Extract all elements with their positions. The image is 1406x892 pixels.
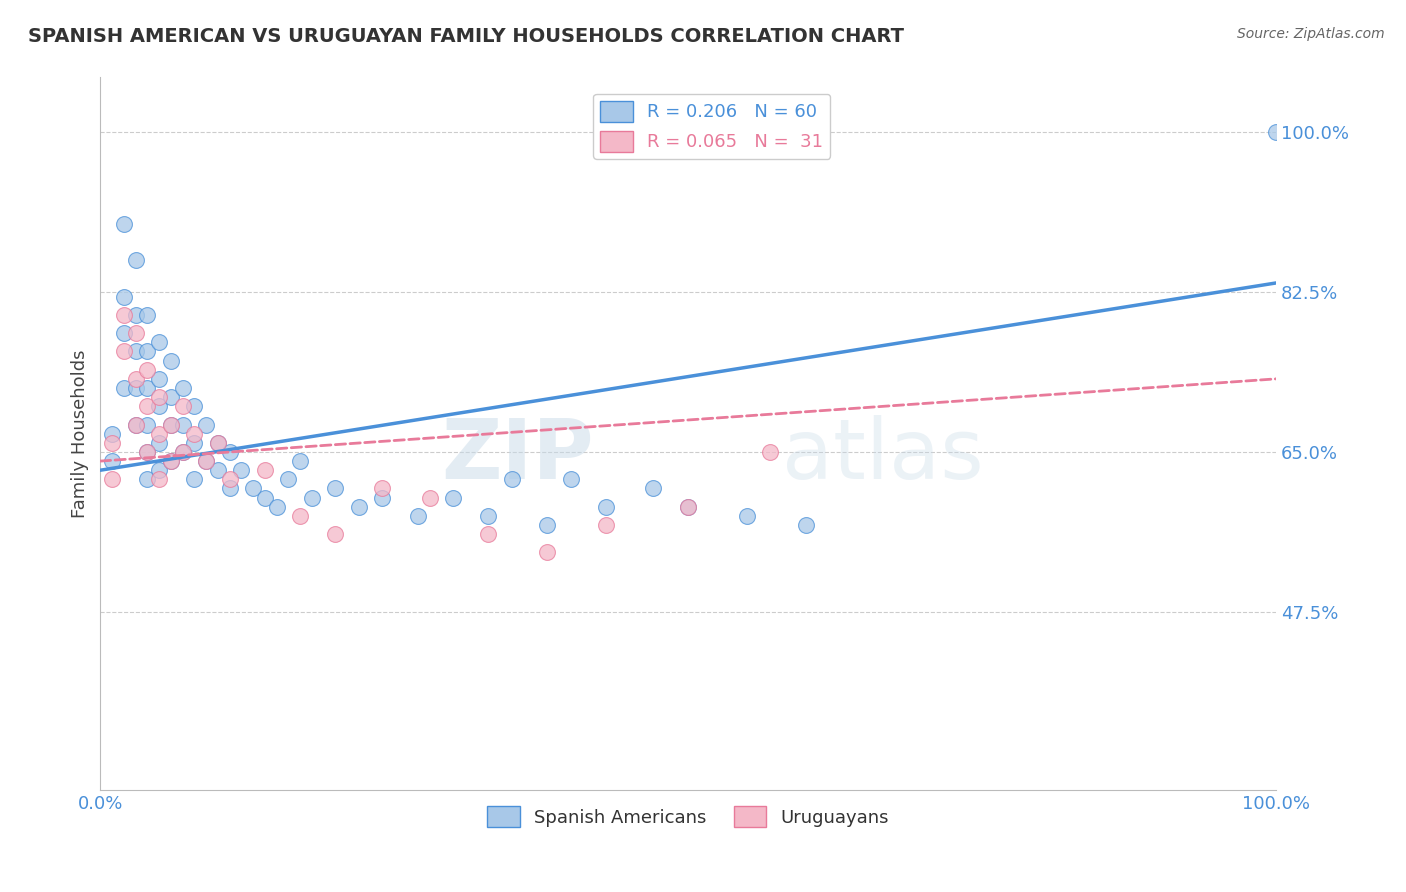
- Point: [124, 372, 146, 386]
- Point: [536, 545, 558, 559]
- Point: [124, 326, 146, 341]
- Text: ZIP: ZIP: [441, 415, 595, 496]
- Point: [207, 435, 229, 450]
- Point: [160, 417, 183, 432]
- Point: [477, 527, 499, 541]
- Point: [112, 381, 135, 395]
- Point: [183, 472, 205, 486]
- Point: [112, 326, 135, 341]
- Point: [136, 399, 159, 413]
- Point: [195, 454, 218, 468]
- Point: [124, 308, 146, 322]
- Point: [124, 344, 146, 359]
- Point: [136, 381, 159, 395]
- Point: [195, 454, 218, 468]
- Point: [253, 491, 276, 505]
- Point: [101, 454, 124, 468]
- Legend: Spanish Americans, Uruguayans: Spanish Americans, Uruguayans: [479, 799, 896, 834]
- Point: [160, 417, 183, 432]
- Point: [112, 308, 135, 322]
- Point: [595, 500, 617, 514]
- Point: [172, 445, 194, 459]
- Point: [136, 445, 159, 459]
- Point: [112, 217, 135, 231]
- Point: [290, 454, 312, 468]
- Y-axis label: Family Households: Family Households: [72, 350, 89, 518]
- Point: [290, 508, 312, 523]
- Point: [136, 472, 159, 486]
- Text: atlas: atlas: [782, 415, 984, 496]
- Text: Source: ZipAtlas.com: Source: ZipAtlas.com: [1237, 27, 1385, 41]
- Point: [136, 363, 159, 377]
- Point: [148, 463, 170, 477]
- Point: [101, 435, 124, 450]
- Point: [325, 527, 347, 541]
- Point: [676, 500, 699, 514]
- Point: [477, 508, 499, 523]
- Point: [794, 518, 817, 533]
- Point: [1265, 125, 1288, 139]
- Point: [266, 500, 288, 514]
- Point: [172, 381, 194, 395]
- Point: [148, 435, 170, 450]
- Point: [183, 399, 205, 413]
- Point: [136, 344, 159, 359]
- Point: [124, 381, 146, 395]
- Point: [148, 335, 170, 350]
- Point: [172, 417, 194, 432]
- Point: [160, 353, 183, 368]
- Point: [160, 454, 183, 468]
- Point: [172, 399, 194, 413]
- Point: [218, 482, 240, 496]
- Point: [418, 491, 440, 505]
- Point: [172, 445, 194, 459]
- Point: [183, 426, 205, 441]
- Point: [371, 491, 394, 505]
- Point: [124, 417, 146, 432]
- Point: [148, 399, 170, 413]
- Point: [148, 390, 170, 404]
- Point: [136, 417, 159, 432]
- Point: [301, 491, 323, 505]
- Point: [160, 390, 183, 404]
- Point: [124, 417, 146, 432]
- Point: [148, 372, 170, 386]
- Point: [759, 445, 782, 459]
- Point: [253, 463, 276, 477]
- Point: [136, 445, 159, 459]
- Point: [112, 290, 135, 304]
- Point: [406, 508, 429, 523]
- Point: [112, 344, 135, 359]
- Point: [277, 472, 299, 486]
- Point: [160, 454, 183, 468]
- Point: [101, 426, 124, 441]
- Point: [641, 482, 664, 496]
- Point: [441, 491, 464, 505]
- Point: [560, 472, 582, 486]
- Point: [218, 472, 240, 486]
- Point: [218, 445, 240, 459]
- Point: [676, 500, 699, 514]
- Point: [371, 482, 394, 496]
- Point: [347, 500, 370, 514]
- Point: [148, 472, 170, 486]
- Point: [207, 435, 229, 450]
- Point: [231, 463, 253, 477]
- Point: [101, 472, 124, 486]
- Point: [325, 482, 347, 496]
- Point: [595, 518, 617, 533]
- Point: [124, 253, 146, 268]
- Point: [207, 463, 229, 477]
- Point: [242, 482, 264, 496]
- Point: [183, 435, 205, 450]
- Point: [501, 472, 523, 486]
- Point: [735, 508, 758, 523]
- Point: [136, 308, 159, 322]
- Point: [148, 426, 170, 441]
- Point: [195, 417, 218, 432]
- Text: SPANISH AMERICAN VS URUGUAYAN FAMILY HOUSEHOLDS CORRELATION CHART: SPANISH AMERICAN VS URUGUAYAN FAMILY HOU…: [28, 27, 904, 45]
- Point: [536, 518, 558, 533]
